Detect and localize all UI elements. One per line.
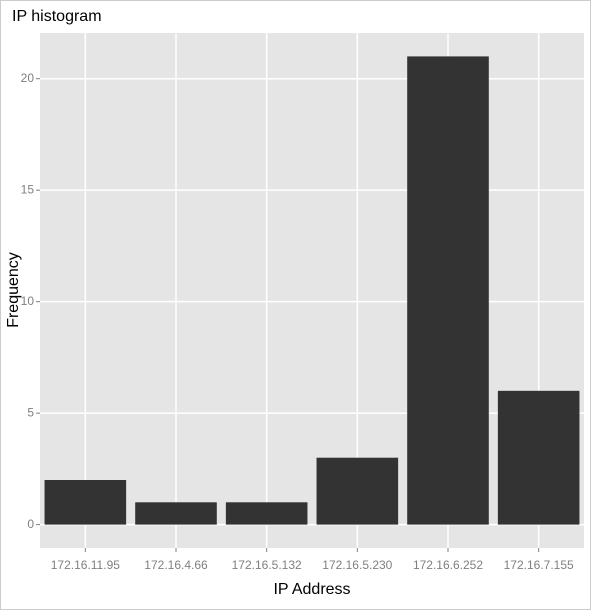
x-tick-label: 172.16.5.132 bbox=[232, 558, 302, 572]
bar bbox=[407, 56, 489, 525]
panel bbox=[40, 33, 584, 548]
bar bbox=[316, 457, 399, 525]
y-tick-label: 15 bbox=[21, 182, 35, 196]
y-tick-label: 0 bbox=[27, 517, 34, 531]
bar bbox=[135, 502, 217, 525]
y-tick-label: 10 bbox=[21, 294, 35, 308]
y-tick-label: 20 bbox=[21, 71, 35, 85]
x-tick-label: 172.16.5.230 bbox=[322, 558, 392, 572]
bar bbox=[225, 502, 308, 525]
bar bbox=[497, 390, 580, 525]
x-tick-label: 172.16.7.155 bbox=[504, 558, 574, 572]
x-tick-label: 172.16.11.95 bbox=[51, 558, 121, 572]
chart-title: IP histogram bbox=[12, 8, 102, 25]
y-axis-label: Frequency bbox=[5, 252, 22, 328]
y-tick-label: 5 bbox=[27, 405, 34, 419]
bar bbox=[44, 480, 127, 525]
x-tick-label: 172.16.4.66 bbox=[144, 558, 208, 572]
x-tick-label: 172.16.6.252 bbox=[413, 558, 483, 572]
x-axis-label: IP Address bbox=[273, 581, 350, 598]
